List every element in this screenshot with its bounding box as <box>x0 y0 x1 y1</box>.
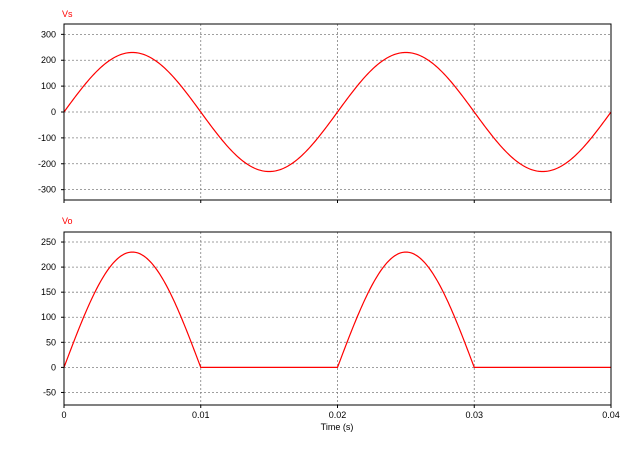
vs-y-tick-label: 100 <box>41 81 56 91</box>
vo-series-label: Vo <box>62 216 73 226</box>
vo-y-tick-label: 250 <box>41 237 56 247</box>
x-tick-label: 0.02 <box>329 410 347 420</box>
vo-y-tick-label: 0 <box>51 362 56 372</box>
vo-y-tick-label: 100 <box>41 312 56 322</box>
vs-y-tick-label: -200 <box>38 159 56 169</box>
vs-trace <box>63 51 612 173</box>
x-tick-label: 0 <box>61 410 66 420</box>
vs-y-tick-label: -300 <box>38 185 56 195</box>
vo-trace <box>63 251 611 368</box>
vs-y-tick-label: -100 <box>38 133 56 143</box>
x-tick-label: 0.03 <box>465 410 483 420</box>
vo-y-tick-label: 50 <box>46 337 56 347</box>
x-axis-title: Time (s) <box>321 422 354 432</box>
x-tick-label: 0.01 <box>192 410 210 420</box>
vo-y-tick-label: -50 <box>43 387 56 397</box>
x-tick-label: 0.04 <box>602 410 620 420</box>
vs-y-tick-label: 200 <box>41 55 56 65</box>
vo-y-tick-label: 150 <box>41 287 56 297</box>
vs-y-tick-label: 0 <box>51 107 56 117</box>
vo-y-tick-label: 200 <box>41 262 56 272</box>
vs-y-tick-label: 300 <box>41 29 56 39</box>
vo-panel: Vo 250 200 150 100 50 0 -50 0 0.01 0.02 0.03 0.04 <box>41 216 620 420</box>
vs-series-label: Vs <box>62 9 73 19</box>
vs-panel: Vs 300 200 100 0 -100 -200 -300 <box>38 9 612 203</box>
